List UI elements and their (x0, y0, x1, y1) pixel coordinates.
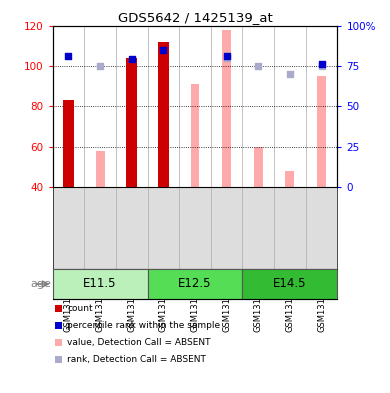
Bar (243, 269, 337, 299)
Text: rank, Detection Call = ABSENT: rank, Detection Call = ABSENT (67, 355, 206, 364)
Text: E14.5: E14.5 (273, 277, 307, 290)
Bar (285, 171, 294, 187)
Text: E12.5: E12.5 (178, 277, 212, 290)
Bar (147, 269, 243, 299)
Bar (96, 151, 105, 187)
Title: GDS5642 / 1425139_at: GDS5642 / 1425139_at (118, 11, 272, 24)
Point (160, 47, 167, 53)
Point (255, 63, 261, 69)
Bar (317, 76, 326, 187)
Text: value, Detection Call = ABSENT: value, Detection Call = ABSENT (67, 338, 211, 347)
Text: E11.5: E11.5 (83, 277, 117, 290)
Point (318, 61, 324, 68)
Bar (191, 84, 199, 187)
Point (287, 71, 293, 77)
Bar (126, 58, 137, 187)
Bar (53, 269, 147, 299)
Point (97, 63, 103, 69)
Point (223, 53, 230, 59)
Point (129, 56, 135, 62)
Text: percentile rank within the sample: percentile rank within the sample (67, 321, 221, 330)
Bar (158, 42, 169, 187)
Bar (222, 29, 231, 187)
Bar (63, 100, 74, 187)
Bar (254, 147, 263, 187)
Text: age: age (30, 279, 51, 289)
Point (223, 55, 230, 61)
Text: count: count (67, 304, 93, 313)
Point (318, 63, 324, 69)
Point (66, 53, 72, 59)
